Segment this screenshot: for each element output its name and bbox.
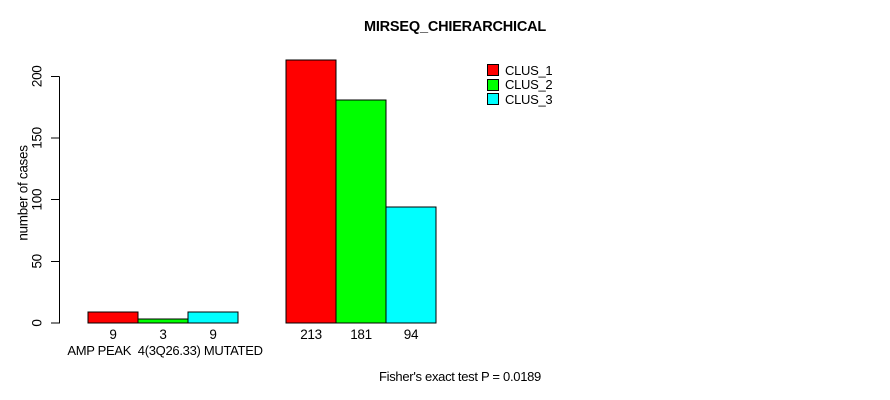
legend-swatch-clus-1-icon: [487, 64, 499, 77]
legend-label-clus-3: CLUS_3: [505, 91, 553, 107]
bar-group1-clus_3: [187, 311, 239, 324]
bar-value-group1-clus_1: 9: [109, 327, 116, 342]
x-axis-group1-label: AMP PEAK 4(3Q26.33) MUTATED: [67, 343, 263, 358]
bar-value-group2-clus_2: 181: [350, 327, 372, 342]
chart-title: MIRSEQ_CHIERARCHICAL: [363, 19, 547, 35]
y-tick-label: 100: [30, 189, 45, 211]
y-tick-label: 200: [30, 65, 45, 87]
bar-group2-clus_3: [385, 206, 437, 324]
legend-item-clus-1: CLUS_1: [487, 62, 553, 78]
legend-label-clus-1: CLUS_1: [505, 62, 553, 78]
bar-group1-clus_2: [137, 318, 189, 324]
legend-swatch-clus-3-icon: [487, 93, 499, 106]
bar-value-group2-clus_1: 213: [300, 327, 322, 342]
y-axis-label: number of cases: [16, 145, 31, 241]
fisher-test-annotation: Fisher's exact test P = 0.0189: [379, 369, 541, 384]
legend-swatch-clus-2-icon: [487, 78, 499, 91]
y-tick-label: 50: [30, 254, 45, 268]
legend-item-clus-3: CLUS_3: [487, 91, 553, 107]
bar-group2-clus_1: [285, 59, 337, 324]
y-tick-label: 0: [30, 319, 45, 326]
y-tick-label: 150: [30, 127, 45, 149]
legend-item-clus-2: CLUS_2: [487, 77, 553, 93]
bar-value-group1-clus_3: 9: [209, 327, 216, 342]
bar-group2-clus_2: [335, 99, 387, 324]
bar-group1-clus_1: [87, 311, 139, 324]
legend-label-clus-2: CLUS_2: [505, 77, 553, 93]
bar-value-group1-clus_2: 3: [159, 327, 166, 342]
legend: CLUS_1 CLUS_2 CLUS_3: [487, 62, 553, 107]
bar-value-group2-clus_3: 94: [404, 327, 419, 342]
